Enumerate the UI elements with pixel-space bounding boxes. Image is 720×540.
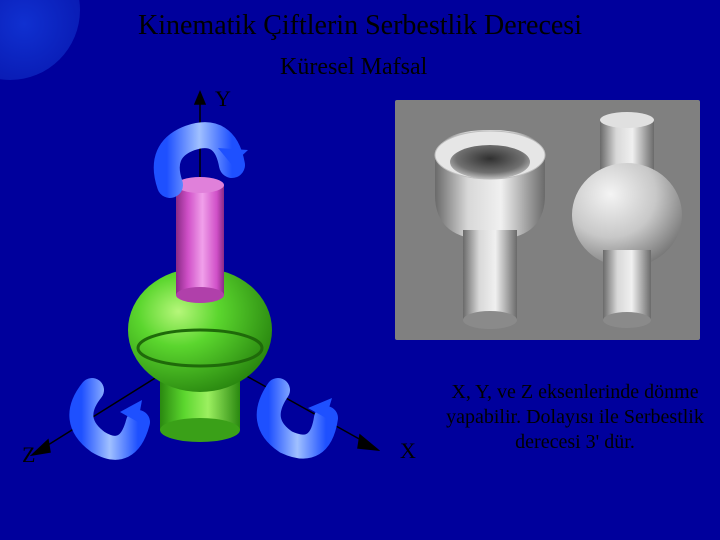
slide-title: Kinematik Çiftlerin Serbestlik Derecesi [0, 10, 720, 42]
top-cylinder [176, 177, 224, 303]
axis-y-label: Y [215, 86, 231, 112]
rotation-arrow-x [269, 390, 332, 447]
ball-render [572, 112, 682, 328]
socket-render [435, 130, 545, 329]
axis-x-label: X [400, 438, 416, 464]
description-text: X, Y, ve Z eksenlerinde dönme yapabilir.… [440, 380, 710, 455]
slide-subtitle: Küresel Mafsal [280, 54, 427, 81]
spherical-joint-diagram [20, 90, 380, 490]
axis-z-label: Z [22, 442, 35, 468]
render-panel [395, 100, 700, 340]
rotation-arrow-z [81, 390, 142, 448]
